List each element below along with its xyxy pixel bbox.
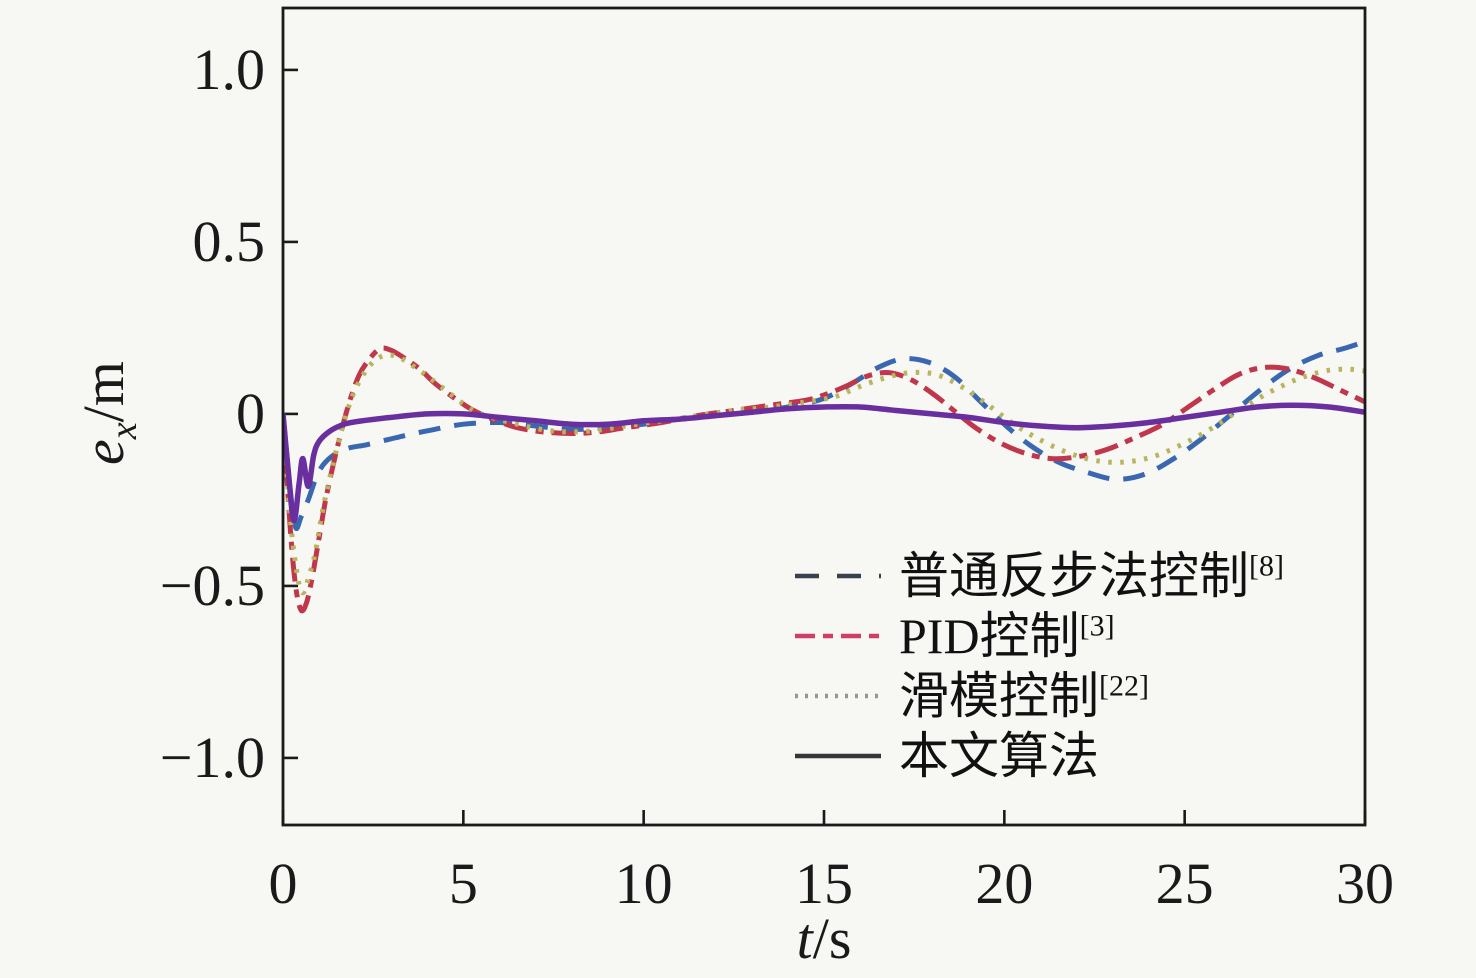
plot-frame [281,6,1367,827]
legend-swatch-dashed-icon [795,573,881,579]
x-tick-label: 5 [448,851,478,916]
legend-label: 普通反步法控制[8] [899,548,1284,604]
series-line-3 [283,402,1365,524]
legend-label: 滑模控制[22] [899,668,1149,724]
legend-label: PID控制[3] [899,608,1115,664]
x-tick-label: 10 [614,851,673,916]
x-tick-label: 20 [975,851,1034,916]
y-tick-label: −0.5 [159,552,265,618]
legend-citation-ref: [22] [1099,669,1149,703]
y-tick-label: 1.0 [192,36,266,102]
x-tick-label: 15 [795,851,853,916]
y-tick-label: −1.0 [159,724,265,790]
legend-item-0: 普通反步法控制[8] [793,546,1284,606]
legend-item-3: 本文算法 [793,726,1284,786]
legend-item-2: 滑模控制[22] [793,666,1284,726]
legend-citation-ref: [3] [1079,609,1115,643]
x-axis-label: t/s [797,905,852,972]
y-axis-label-symbol: e [71,439,137,465]
legend-swatch-dashdot-icon [795,633,881,639]
x-tick-label: 0 [268,851,298,916]
legend: 普通反步法控制[8] PID控制[3] 滑模控制[22] 本文算法 [793,546,1284,786]
legend-swatch-dotted-icon [795,693,881,699]
legend-swatch-solid-icon [795,753,881,759]
legend-label: 本文算法 [899,728,1099,784]
x-tick-label: 30 [1336,851,1394,916]
x-axis-label-unit: /s [812,906,852,971]
y-tick-label: 0.5 [192,208,266,274]
x-tick-label: 25 [1155,851,1214,916]
legend-item-1: PID控制[3] [793,606,1284,666]
legend-citation-ref: [8] [1249,549,1284,583]
y-tick-label: 0 [236,380,265,446]
x-axis-label-symbol: t [796,906,813,971]
